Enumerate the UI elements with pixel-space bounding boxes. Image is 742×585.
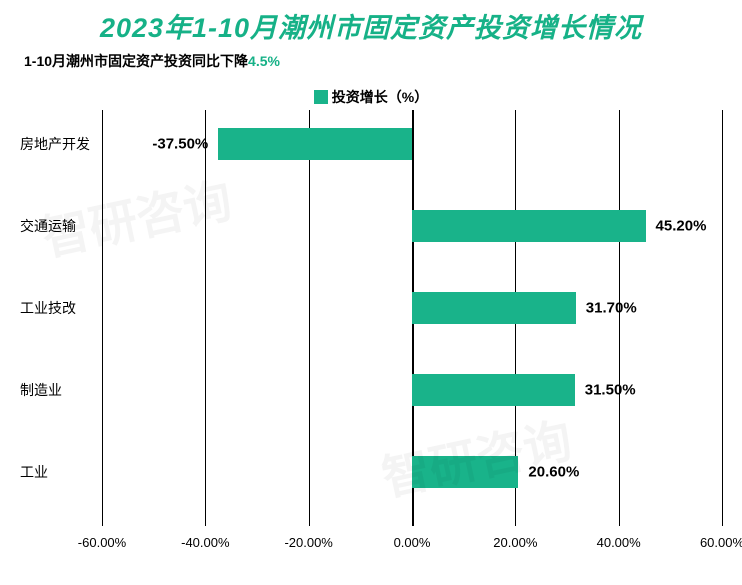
x-tick-label: -40.00% <box>181 535 229 550</box>
bar <box>412 210 646 242</box>
chart-title: 2023年1-10月潮州市固定资产投资增长情况 <box>0 0 742 45</box>
bar-row: 交通运输45.20% <box>102 204 722 248</box>
bar-row: 工业20.60% <box>102 450 722 494</box>
bar-row: 工业技改31.70% <box>102 286 722 330</box>
bar <box>412 292 576 324</box>
bar-row: 制造业31.50% <box>102 368 722 412</box>
x-tick-label: 60.00% <box>700 535 742 550</box>
chart-area: -60.00% -40.00% -20.00% 0.00% 20.00% 40.00% 60… <box>0 110 742 550</box>
chart-subtitle: 1-10月潮州市固定资产投资同比下降4.5% <box>18 49 286 73</box>
grid-line <box>722 110 723 526</box>
x-tick-label: 40.00% <box>597 535 641 550</box>
value-label: 20.60% <box>528 464 579 481</box>
x-tick-label: 0.00% <box>394 535 431 550</box>
x-tick-label: -60.00% <box>78 535 126 550</box>
subtitle-value: 4.5% <box>248 53 280 69</box>
category-label: 制造业 <box>10 380 102 400</box>
category-label: 房地产开发 <box>10 134 102 154</box>
value-label: 45.20% <box>656 218 707 235</box>
bar <box>218 128 412 160</box>
x-tick-label: -20.00% <box>284 535 332 550</box>
x-tick-label: 20.00% <box>493 535 537 550</box>
value-label: 31.70% <box>586 300 637 317</box>
bar <box>412 374 575 406</box>
bar-row: 房地产开发-37.50% <box>102 122 722 166</box>
category-label: 交通运输 <box>10 216 102 236</box>
legend-label: 投资增长（%） <box>332 89 428 105</box>
legend-swatch <box>314 90 328 104</box>
bar <box>412 456 518 488</box>
category-label: 工业 <box>10 462 102 482</box>
legend: 投资增长（%） <box>0 87 742 107</box>
plot-area: -60.00%-40.00%-20.00%0.00%20.00%40.00%60… <box>102 110 722 550</box>
value-label: -37.50% <box>152 136 208 153</box>
subtitle-prefix: 1-10月潮州市固定资产投资同比下降 <box>24 53 248 69</box>
category-label: 工业技改 <box>10 298 102 318</box>
value-label: 31.50% <box>585 382 636 399</box>
